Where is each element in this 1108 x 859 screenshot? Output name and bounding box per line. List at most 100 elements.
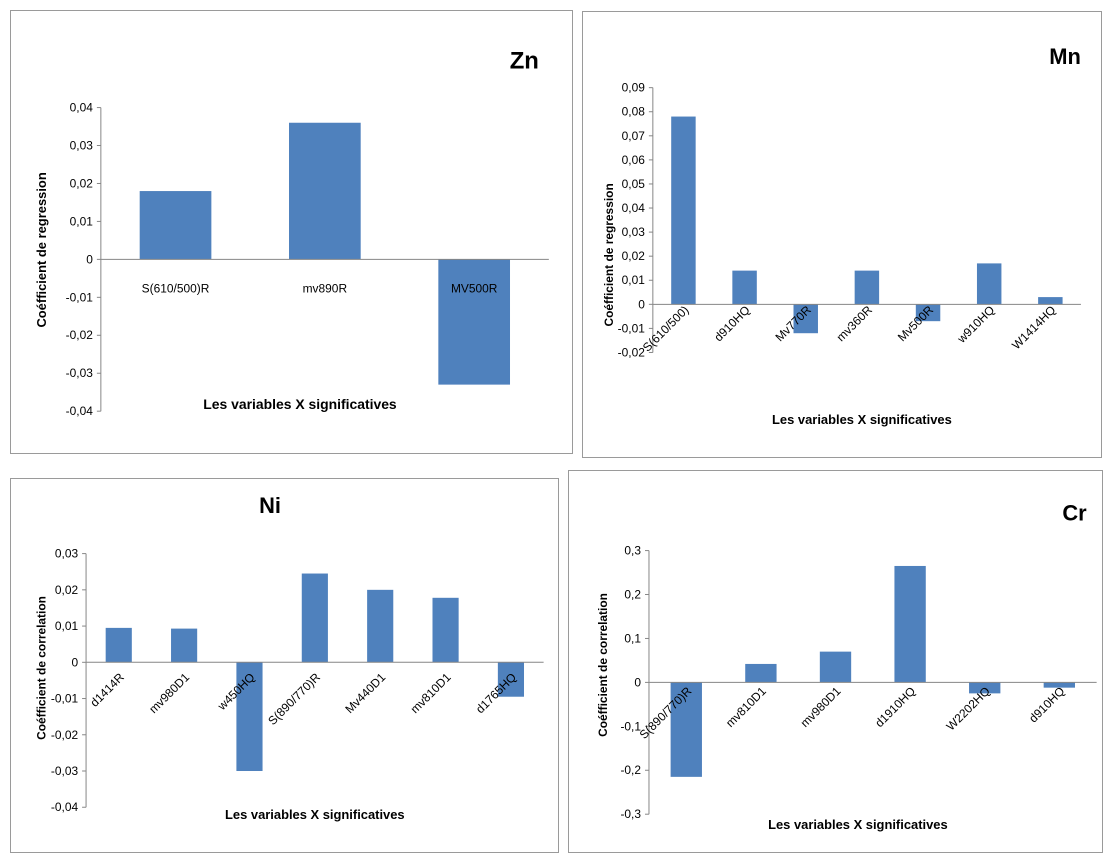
y-tick-label: 0,02 — [55, 583, 79, 597]
y-tick-label: 0,3 — [624, 544, 641, 558]
bar — [793, 304, 818, 334]
bar — [367, 589, 394, 663]
bar — [1038, 297, 1063, 305]
x-category-label: mv810D1 — [723, 684, 769, 730]
bar — [894, 565, 926, 683]
x-category-label: MV500R — [451, 282, 498, 296]
y-tick-label: -0,3 — [620, 807, 641, 821]
x-category-label: S(890/770)R — [265, 670, 323, 728]
bar — [105, 627, 132, 663]
y-tick-label: -0,02 — [66, 328, 94, 342]
chart-mn-plot: -0,02 -0,01 0 0,01 0,02 0,03 0,04 0,05 0,06 0,07 0… — [618, 81, 1081, 359]
y-tick-label: -0,04 — [51, 800, 79, 814]
x-category-label: mv360R — [834, 303, 876, 345]
bar — [969, 682, 1001, 694]
y-axis-title: Coéfficient de regression — [34, 172, 49, 327]
chart-title: Zn — [510, 48, 539, 75]
chart-title: Mn — [1049, 44, 1081, 69]
x-category-label: W1414HQ — [1009, 303, 1058, 352]
y-tick-label: 0,03 — [70, 138, 94, 152]
y-tick-label: -0,03 — [51, 764, 79, 778]
y-tick-label: -0,04 — [66, 404, 94, 418]
bar — [819, 651, 852, 683]
y-tick-label: 0,2 — [624, 587, 641, 601]
bar — [671, 116, 696, 305]
x-category-label: d1414R — [87, 670, 127, 710]
bar — [171, 628, 198, 663]
bar — [732, 270, 757, 305]
x-category-label: mv810D1 — [408, 670, 454, 716]
x-category-label: d1910HQ — [872, 684, 918, 730]
bar — [432, 597, 459, 663]
y-tick-label: -0,1 — [620, 719, 641, 733]
y-tick-label: 0,1 — [624, 631, 641, 645]
y-tick-label: 0,06 — [622, 153, 646, 167]
y-tick-label: 0,09 — [622, 81, 646, 95]
chart-panel-mn: Mn Coéfficient de regression Les variabl… — [582, 11, 1102, 458]
y-tick-label: 0,08 — [622, 105, 646, 119]
y-tick-label: 0,01 — [622, 273, 646, 287]
bar — [236, 662, 263, 772]
y-tick-label: 0,01 — [55, 619, 79, 633]
chart-mn: Mn Coéfficient de regression Les variabl… — [602, 44, 1081, 427]
y-tick-label: 0,02 — [70, 176, 94, 190]
y-tick-label: 0,03 — [622, 225, 646, 239]
y-tick-label: -0,01 — [51, 692, 79, 706]
bar — [854, 270, 880, 305]
y-tick-label: 0,07 — [622, 129, 646, 143]
chart-title: Ni — [259, 493, 281, 518]
bar — [438, 259, 511, 385]
y-axis-title: Coéfficient de correlation — [596, 593, 610, 737]
chart-cr-plot: -0,3-0,2-0,100,10,20,3S(890/770)R mv810D1… — [620, 544, 1097, 821]
x-category-label: mv980D1 — [146, 670, 192, 716]
chart-zn: Zn Coéfficient de regression Les variabl… — [34, 48, 549, 418]
bar — [976, 263, 1002, 305]
chart-ni-plot: -0,04 -0,03 -0,02 -0,01 0 0,01 0,02 0,03 d1414R m… — [51, 547, 544, 814]
y-tick-label: 0 — [71, 655, 78, 669]
bar — [745, 663, 777, 683]
bar — [1043, 682, 1075, 688]
x-category-label: d910HQ — [1026, 684, 1067, 725]
chart-ni: Ni Coéfficient de correlation Les variab… — [34, 493, 544, 822]
y-tick-label: -0,02 — [618, 345, 646, 359]
y-tick-label: -0,03 — [66, 366, 94, 380]
y-tick-label: 0,05 — [622, 177, 646, 191]
x-axis-title: Les variables X significatives — [772, 412, 952, 427]
y-tick-label: -0,2 — [620, 763, 641, 777]
y-tick-label: 0,04 — [70, 101, 94, 115]
bar — [670, 682, 702, 777]
chart-panel-ni: Ni Coéfficient de correlation Les variab… — [10, 478, 559, 853]
x-category-label: w910HQ — [954, 303, 997, 346]
bar — [301, 573, 328, 663]
x-axis-title: Les variables X significatives — [768, 817, 948, 832]
bar — [497, 662, 525, 697]
y-tick-label: 0,04 — [622, 201, 646, 215]
x-category-label: mv980D1 — [798, 684, 844, 730]
x-category-label: W2202HQ — [944, 684, 993, 733]
y-tick-label: -0,02 — [51, 728, 79, 742]
y-tick-label: 0,02 — [622, 249, 646, 263]
x-axis-title: Les variables X significatives — [225, 807, 405, 822]
chart-title: Cr — [1062, 501, 1087, 526]
x-category-label: d910HQ — [711, 303, 752, 344]
x-category-label: S(610/500) — [640, 303, 692, 355]
x-category-label: mv890R — [303, 282, 348, 296]
chart-panel-zn: Zn Coéfficient de regression Les variabl… — [10, 10, 573, 454]
chart-zn-plot: -0,04 -0,03 -0,02 -0,01 0 0,01 0,02 0,03 0,04 S(6… — [66, 101, 549, 418]
x-category-label: Mv500R — [895, 303, 937, 345]
bar — [139, 191, 212, 260]
y-tick-label: 0 — [638, 297, 645, 311]
y-axis-title: Coéfficient de regression — [602, 183, 616, 326]
chart-cr: Cr Coéfficient de correlation Les variab… — [596, 501, 1097, 832]
bar — [915, 304, 941, 322]
y-tick-label: -0,01 — [618, 321, 646, 335]
x-category-label: Mv440D1 — [342, 670, 388, 716]
chart-panel-cr: Cr Coéfficient de correlation Les variab… — [568, 470, 1103, 853]
y-tick-label: 0 — [634, 675, 641, 689]
x-axis-title: Les variables X significatives — [203, 396, 397, 412]
y-tick-label: 0,03 — [55, 547, 79, 561]
y-tick-label: -0,01 — [66, 290, 94, 304]
y-tick-label: 0 — [86, 252, 93, 266]
bar — [289, 122, 361, 260]
x-category-label: S(610/500)R — [142, 282, 210, 296]
